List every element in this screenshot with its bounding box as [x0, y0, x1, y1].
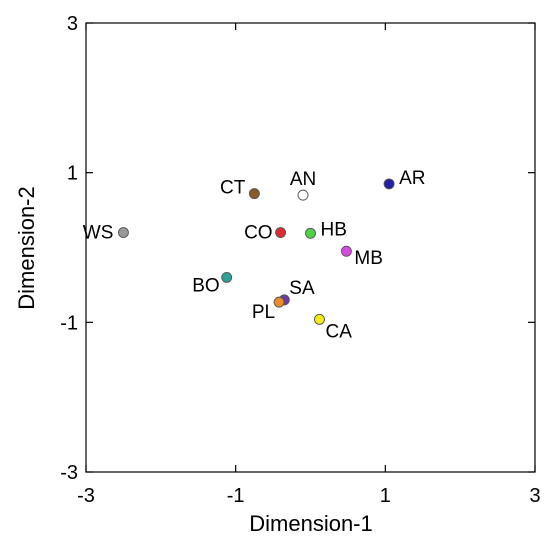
point-an: AN — [290, 169, 316, 201]
point-marker — [248, 188, 260, 200]
point-ca: CA — [314, 313, 352, 342]
point-label: CA — [325, 321, 352, 342]
point-marker — [314, 313, 325, 325]
point-marker — [305, 227, 316, 239]
point-bo: BO — [192, 271, 233, 296]
point-marker — [221, 271, 233, 283]
point-co: CO — [244, 223, 287, 244]
y-tick-label: -3 — [60, 462, 78, 484]
point-label: BO — [192, 275, 219, 296]
point-sa: SA — [278, 278, 315, 306]
point-label: SA — [289, 278, 315, 299]
tick-marks — [85, 22, 536, 473]
point-label: AN — [290, 169, 316, 190]
point-marker — [383, 178, 395, 190]
point-label: CO — [244, 223, 273, 244]
x-tick-label: 1 — [380, 485, 391, 507]
x-axis-title: Dimension-1 — [249, 511, 373, 536]
point-ar: AR — [383, 168, 425, 190]
point-marker — [275, 227, 287, 238]
point-label: AR — [399, 168, 425, 189]
point-marker — [273, 296, 285, 308]
plot-area — [85, 22, 536, 473]
point-label: MB — [354, 248, 383, 269]
point-marker — [297, 189, 309, 201]
y-tick-label: -1 — [60, 312, 78, 334]
point-ct: CT — [220, 178, 260, 200]
point-pl: PL — [252, 296, 285, 323]
y-tick-label: 1 — [67, 163, 78, 185]
x-tick-label: 3 — [529, 485, 540, 507]
y-tick-labels: 3 1 -1 -3 — [60, 13, 78, 484]
y-tick-label: 3 — [67, 13, 78, 35]
point-hb: HB — [305, 219, 347, 240]
point-marker — [340, 245, 352, 257]
data-points: AN AR CT WS CO HB MB BO SA PL CA — [83, 168, 426, 342]
point-label: WS — [83, 223, 114, 244]
point-label: CT — [220, 178, 246, 199]
point-mb: MB — [340, 245, 383, 269]
point-label: PL — [252, 302, 275, 323]
point-label: HB — [321, 219, 347, 240]
x-tick-label: -3 — [77, 485, 95, 507]
y-axis-title: Dimension-2 — [14, 186, 39, 310]
x-tick-labels: -3 -1 1 3 — [77, 485, 540, 507]
x-tick-label: -1 — [227, 485, 245, 507]
point-ws: WS — [83, 223, 129, 244]
point-marker — [117, 227, 129, 238]
